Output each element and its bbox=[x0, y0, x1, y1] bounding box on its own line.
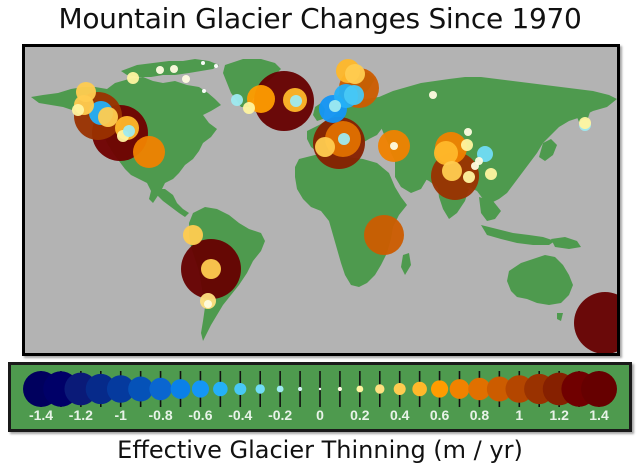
legend-label: -0.6 bbox=[188, 407, 213, 423]
glacier-point bbox=[429, 91, 437, 99]
indonesia bbox=[481, 225, 555, 245]
glacier-point bbox=[574, 292, 617, 353]
legend: -1.4 -1.2 -1 -0.8 -0.6 -0.4 -0.2 0 0.2 0… bbox=[8, 362, 632, 432]
legend-swatch bbox=[297, 386, 303, 392]
glacier-point bbox=[98, 107, 118, 127]
glacier-point bbox=[290, 95, 302, 107]
glacier-point bbox=[463, 171, 475, 183]
legend-swatch bbox=[234, 383, 247, 395]
new-guinea bbox=[551, 237, 581, 249]
madagascar bbox=[401, 253, 411, 275]
southeast-asia bbox=[479, 197, 501, 221]
glacier-point bbox=[123, 125, 135, 137]
legend-label: 0.4 bbox=[389, 407, 410, 423]
glacier-point bbox=[579, 117, 591, 129]
legend-label: -1.2 bbox=[68, 407, 93, 423]
glacier-point bbox=[243, 102, 255, 114]
legend-swatch bbox=[128, 376, 154, 402]
glacier-point bbox=[214, 64, 218, 68]
glacier-point bbox=[442, 161, 462, 181]
legend-swatch bbox=[337, 386, 343, 392]
x-axis-label: Effective Glacier Thinning (m / yr) bbox=[117, 436, 523, 464]
glacier-point bbox=[201, 259, 221, 279]
legend-label: -0.8 bbox=[148, 407, 173, 423]
glacier-point bbox=[329, 100, 341, 112]
legend-swatch bbox=[375, 384, 385, 394]
legend-label: 0 bbox=[316, 407, 324, 423]
legend-label: -0.2 bbox=[268, 407, 293, 423]
legend-label: 1 bbox=[515, 407, 524, 423]
legend-label: -1 bbox=[114, 407, 127, 423]
australia bbox=[507, 255, 573, 305]
legend-swatch bbox=[276, 385, 284, 393]
world-map bbox=[22, 44, 620, 356]
glacier-point bbox=[344, 85, 364, 105]
tasmania bbox=[557, 313, 563, 321]
glacier-point bbox=[485, 168, 497, 180]
legend-swatch bbox=[318, 387, 322, 391]
glacier-point bbox=[183, 225, 203, 245]
legend-swatch bbox=[255, 384, 265, 394]
chart-title: Mountain Glacier Changes Since 1970 bbox=[58, 2, 582, 35]
glacier-point bbox=[202, 89, 206, 93]
legend-label: 0.8 bbox=[469, 407, 490, 423]
legend-label: 1.4 bbox=[589, 407, 609, 423]
legend-swatch bbox=[412, 381, 427, 397]
legend-swatch bbox=[393, 383, 406, 395]
glacier-point bbox=[345, 64, 365, 84]
japan bbox=[539, 139, 557, 161]
glacier-point bbox=[390, 142, 398, 150]
glacier-point bbox=[315, 137, 335, 157]
legend-swatch bbox=[581, 371, 617, 407]
legend-labels: -1.4 -1.2 -1 -0.8 -0.6 -0.4 -0.2 0 0.2 0… bbox=[11, 407, 629, 427]
legend-swatch bbox=[430, 380, 449, 398]
glacier-points bbox=[72, 59, 617, 353]
legend-swatch bbox=[149, 377, 172, 401]
glacier-point bbox=[461, 139, 473, 151]
glacier-point bbox=[156, 66, 164, 74]
glacier-point bbox=[464, 128, 472, 136]
glacier-point bbox=[201, 61, 205, 65]
glacier-point bbox=[204, 300, 212, 308]
legend-scale bbox=[23, 371, 617, 407]
arctic-islands bbox=[121, 59, 219, 77]
legend-swatch bbox=[468, 377, 491, 401]
legend-swatch bbox=[106, 375, 135, 403]
legend-swatch bbox=[449, 379, 470, 399]
glacier-point bbox=[133, 136, 165, 168]
central-america bbox=[153, 189, 189, 217]
glacier-point bbox=[434, 141, 458, 165]
glacier-point bbox=[127, 72, 139, 84]
world-map-canvas bbox=[31, 59, 617, 353]
legend-label: -1.4 bbox=[28, 407, 54, 423]
legend-swatch bbox=[486, 376, 512, 402]
legend-swatch bbox=[170, 379, 191, 399]
legend-swatch bbox=[213, 381, 228, 397]
glacier-point bbox=[471, 162, 479, 170]
glacier-point bbox=[364, 215, 404, 255]
legend-swatch bbox=[191, 380, 210, 398]
legend-label: -0.4 bbox=[228, 407, 253, 423]
glacier-point bbox=[338, 133, 350, 145]
glacier-point bbox=[182, 75, 190, 83]
legend-swatch bbox=[85, 373, 116, 405]
glacier-point bbox=[170, 65, 178, 73]
glacier-point bbox=[72, 104, 84, 116]
legend-label: 1.2 bbox=[549, 407, 569, 423]
arabia bbox=[395, 161, 427, 193]
legend-swatch bbox=[356, 385, 364, 393]
glacier-point bbox=[231, 94, 243, 106]
legend-label: 0.6 bbox=[429, 407, 450, 423]
legend-label: 0.2 bbox=[350, 407, 370, 423]
